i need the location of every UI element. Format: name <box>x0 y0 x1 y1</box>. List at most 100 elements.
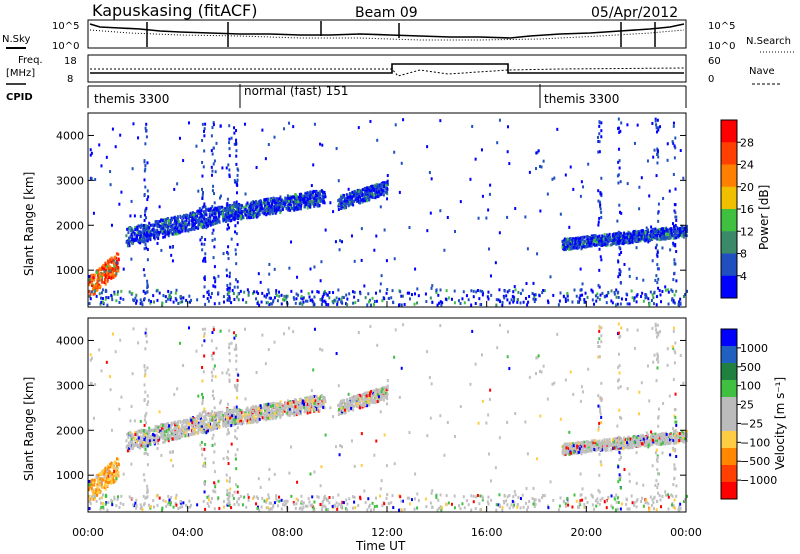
power-echo <box>167 289 170 293</box>
power-echo <box>656 149 659 153</box>
power-echo <box>142 228 145 232</box>
velocity-echo <box>222 413 225 417</box>
power-echo <box>152 231 155 235</box>
power-echo <box>590 234 593 238</box>
velocity-echo <box>197 414 200 418</box>
power-echo <box>533 293 536 297</box>
velocity-echo <box>107 478 110 482</box>
power-echo <box>138 240 141 244</box>
power-echo <box>122 267 125 271</box>
power-echo <box>112 272 115 276</box>
velocity-echo <box>298 405 301 409</box>
power-echo <box>618 130 621 134</box>
power-echo <box>196 219 199 223</box>
power-echo <box>350 201 353 205</box>
power-echo <box>286 204 289 208</box>
power-echo <box>211 152 214 156</box>
velocity-echo <box>93 489 96 493</box>
velocity-echo <box>301 403 304 407</box>
power-echo <box>160 228 163 232</box>
power-echo <box>167 224 170 228</box>
power-echo <box>322 293 325 297</box>
velocity-echo <box>160 427 163 431</box>
power-echo <box>283 204 286 208</box>
power-echo <box>667 288 670 292</box>
power-echo <box>93 291 96 295</box>
power-echo <box>112 275 115 279</box>
power-echo <box>400 161 403 165</box>
power-echo <box>230 218 233 222</box>
power-echo <box>335 147 338 151</box>
power-echo <box>402 118 405 122</box>
velocity-echo <box>226 422 229 426</box>
power-echo <box>171 259 174 263</box>
velocity-echo <box>265 406 268 410</box>
power-echo <box>170 253 173 257</box>
velocity-echo <box>308 399 311 403</box>
power-echo <box>611 233 614 237</box>
power-echo <box>120 190 123 194</box>
power-echo <box>201 122 204 126</box>
power-echo <box>102 302 105 306</box>
power-echo <box>667 290 670 294</box>
power-echo <box>92 292 95 296</box>
power-echo <box>306 206 309 210</box>
power-echo <box>209 295 212 299</box>
power-echo <box>353 295 356 299</box>
power-echo <box>214 277 217 281</box>
power-echo <box>608 232 611 236</box>
power-echo <box>591 298 594 302</box>
power-echo <box>194 226 197 230</box>
power-echo <box>588 242 591 246</box>
power-echo <box>617 234 620 238</box>
power-echo <box>360 258 363 262</box>
power-echo <box>206 297 209 301</box>
power-echo <box>127 236 130 240</box>
power-echo <box>319 297 322 301</box>
power-echo <box>297 203 300 207</box>
power-echo <box>283 298 286 302</box>
power-echo <box>300 289 303 293</box>
power-echo <box>343 201 346 205</box>
power-echo <box>98 283 101 287</box>
power-echo <box>227 296 230 300</box>
velocity-echo <box>177 434 180 438</box>
power-echo <box>273 296 276 300</box>
velocity-echo <box>92 491 95 495</box>
power-echo <box>373 300 376 304</box>
power-echo <box>610 243 613 247</box>
power-echo <box>406 291 409 295</box>
velocity-echo <box>101 478 104 482</box>
power-echo <box>369 119 372 123</box>
power-echo <box>664 237 667 241</box>
power-echo <box>269 199 272 203</box>
power-echo <box>259 280 262 284</box>
power-echo <box>113 290 116 294</box>
power-echo <box>607 238 610 242</box>
power-echo <box>213 302 216 306</box>
power-echo <box>672 121 675 125</box>
power-echo <box>161 229 164 233</box>
power-echo <box>203 149 206 153</box>
power-echo <box>137 224 140 228</box>
power-echo <box>597 189 600 193</box>
power-echo <box>143 297 146 301</box>
power-echo <box>672 243 675 247</box>
power-echo <box>511 294 514 298</box>
power-echo <box>214 280 217 284</box>
power-echo <box>163 230 166 234</box>
power-echo <box>651 259 654 263</box>
power-echo <box>454 230 457 234</box>
power-echo <box>470 289 473 293</box>
velocity-echo <box>115 464 118 468</box>
velocity-echo <box>130 437 133 441</box>
power-echo <box>640 237 643 241</box>
power-echo <box>487 290 490 294</box>
velocity-echo <box>154 425 157 429</box>
power-echo <box>106 278 109 282</box>
velocity-echo <box>248 410 251 414</box>
velocity-echo <box>176 434 179 438</box>
power-echo <box>273 267 276 271</box>
power-echo <box>286 194 289 198</box>
power-echo <box>147 230 150 234</box>
